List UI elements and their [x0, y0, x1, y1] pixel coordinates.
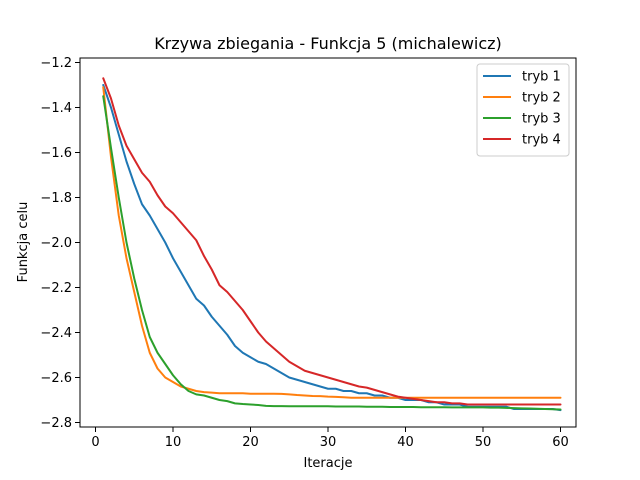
legend: tryb 1 tryb 2 tryb 3 tryb 4 — [476, 63, 570, 157]
x-tick-label: 50 — [475, 435, 492, 450]
legend-label-tryb-3: tryb 3 — [522, 112, 561, 127]
x-axis: 0 10 20 30 40 50 60 — [91, 427, 569, 450]
x-tick-label: 30 — [320, 435, 337, 450]
x-tick-label: 10 — [165, 435, 182, 450]
legend-label-tryb-4: tryb 4 — [522, 133, 561, 148]
y-tick-label: −1.6 — [40, 146, 72, 161]
legend-label-tryb-2: tryb 2 — [522, 91, 561, 106]
y-tick-label: −1.4 — [40, 101, 72, 116]
legend-box — [476, 63, 570, 157]
y-tick-label: −2.0 — [40, 236, 72, 251]
x-tick-label: 60 — [552, 435, 569, 450]
series-line-tryb-2 — [102, 86, 562, 399]
y-axis: −2.8 −2.6 −2.4 −2.2 −2.0 −1.8 −1.6 −1.4 −1.2 — [40, 56, 80, 431]
y-tick-label: −1.2 — [40, 56, 72, 71]
y-tick-label: −2.4 — [40, 326, 72, 341]
plot-area — [79, 57, 577, 428]
x-tick-label: 40 — [397, 435, 414, 450]
series-line-tryb-4 — [102, 77, 562, 406]
legend-label-tryb-1: tryb 1 — [522, 70, 561, 85]
y-axis-label: Funkcja celu — [16, 202, 31, 283]
series-line-tryb-3 — [102, 95, 562, 411]
y-tick-label: −2.6 — [40, 371, 72, 386]
y-tick-label: −1.8 — [40, 191, 72, 206]
y-tick-label: −2.2 — [40, 281, 72, 296]
y-tick-label: −2.8 — [40, 416, 72, 431]
chart-title: Krzywa zbiegania - Funkcja 5 (michalewic… — [154, 34, 502, 53]
x-tick-label: 0 — [91, 435, 99, 450]
x-tick-label: 20 — [242, 435, 259, 450]
x-axis-label: Iteracje — [304, 456, 353, 471]
